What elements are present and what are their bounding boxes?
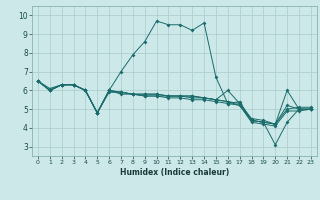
- X-axis label: Humidex (Indice chaleur): Humidex (Indice chaleur): [120, 168, 229, 177]
